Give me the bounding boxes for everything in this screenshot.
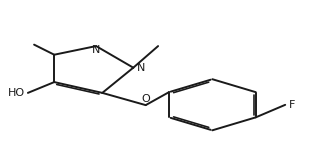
Text: F: F	[289, 100, 295, 110]
Text: HO: HO	[8, 88, 25, 98]
Text: N: N	[92, 45, 100, 55]
Text: N: N	[137, 63, 145, 73]
Text: O: O	[141, 94, 150, 104]
